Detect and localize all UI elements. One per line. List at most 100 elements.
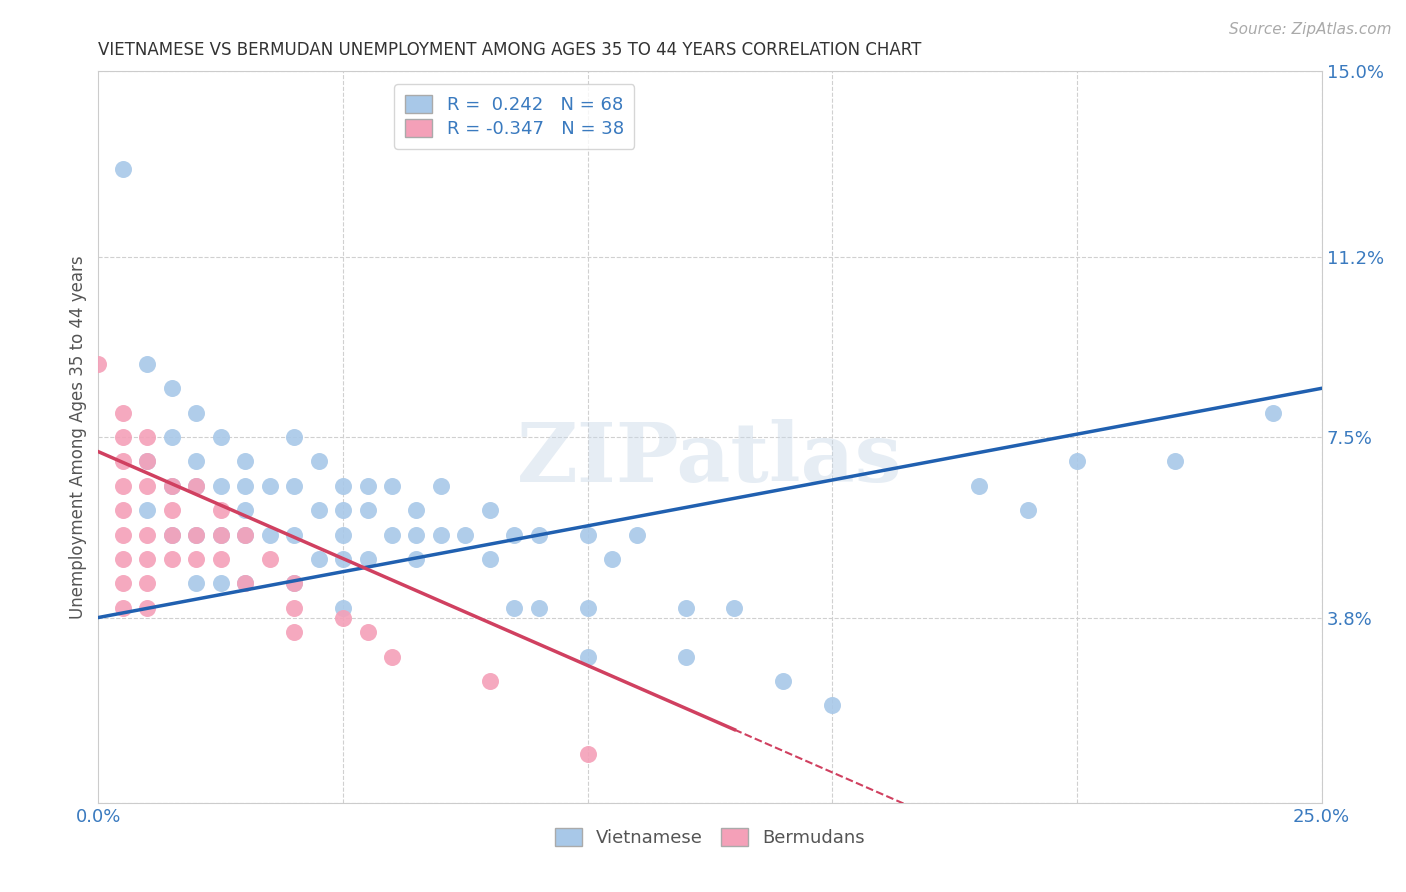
Point bbox=[332, 552, 354, 566]
Point bbox=[503, 600, 526, 615]
Point bbox=[186, 479, 208, 493]
Point bbox=[160, 381, 183, 395]
Point bbox=[136, 454, 159, 468]
Point bbox=[209, 430, 232, 444]
Point bbox=[136, 454, 159, 468]
Point bbox=[136, 503, 159, 517]
Point bbox=[478, 552, 501, 566]
Point bbox=[283, 600, 305, 615]
Point bbox=[405, 527, 427, 541]
Point bbox=[186, 527, 208, 541]
Point bbox=[233, 576, 256, 591]
Point bbox=[233, 503, 256, 517]
Point bbox=[675, 600, 697, 615]
Point bbox=[332, 610, 354, 624]
Point bbox=[233, 576, 256, 591]
Y-axis label: Unemployment Among Ages 35 to 44 years: Unemployment Among Ages 35 to 44 years bbox=[69, 255, 87, 619]
Point bbox=[111, 430, 134, 444]
Point bbox=[136, 552, 159, 566]
Point bbox=[308, 503, 330, 517]
Point bbox=[209, 503, 232, 517]
Point bbox=[283, 625, 305, 640]
Point bbox=[381, 649, 404, 664]
Point bbox=[454, 527, 477, 541]
Point bbox=[308, 552, 330, 566]
Point bbox=[430, 479, 453, 493]
Point bbox=[576, 527, 599, 541]
Point bbox=[233, 479, 256, 493]
Point bbox=[136, 576, 159, 591]
Point bbox=[356, 479, 378, 493]
Point bbox=[356, 625, 378, 640]
Point bbox=[332, 527, 354, 541]
Point bbox=[1164, 454, 1187, 468]
Point bbox=[111, 576, 134, 591]
Point bbox=[186, 527, 208, 541]
Point bbox=[283, 576, 305, 591]
Point bbox=[186, 406, 208, 420]
Point bbox=[356, 503, 378, 517]
Point bbox=[430, 527, 453, 541]
Point bbox=[576, 600, 599, 615]
Point bbox=[233, 527, 256, 541]
Text: VIETNAMESE VS BERMUDAN UNEMPLOYMENT AMONG AGES 35 TO 44 YEARS CORRELATION CHART: VIETNAMESE VS BERMUDAN UNEMPLOYMENT AMON… bbox=[98, 41, 922, 59]
Point bbox=[209, 527, 232, 541]
Point bbox=[111, 600, 134, 615]
Point bbox=[111, 552, 134, 566]
Point bbox=[136, 479, 159, 493]
Point bbox=[186, 454, 208, 468]
Point bbox=[111, 161, 134, 176]
Point bbox=[723, 600, 745, 615]
Point bbox=[160, 552, 183, 566]
Point bbox=[478, 673, 501, 688]
Point bbox=[111, 454, 134, 468]
Point bbox=[111, 479, 134, 493]
Point bbox=[186, 552, 208, 566]
Point bbox=[111, 503, 134, 517]
Point bbox=[283, 527, 305, 541]
Point bbox=[259, 552, 281, 566]
Point bbox=[87, 357, 110, 371]
Point bbox=[160, 527, 183, 541]
Point bbox=[1066, 454, 1088, 468]
Point bbox=[233, 527, 256, 541]
Point bbox=[821, 698, 844, 713]
Point bbox=[772, 673, 794, 688]
Point bbox=[576, 649, 599, 664]
Point bbox=[626, 527, 648, 541]
Point bbox=[136, 357, 159, 371]
Point bbox=[160, 527, 183, 541]
Point bbox=[160, 430, 183, 444]
Point bbox=[209, 576, 232, 591]
Point bbox=[283, 576, 305, 591]
Point bbox=[209, 479, 232, 493]
Point bbox=[478, 503, 501, 517]
Point bbox=[967, 479, 990, 493]
Point bbox=[209, 527, 232, 541]
Point bbox=[209, 552, 232, 566]
Point bbox=[283, 479, 305, 493]
Point bbox=[332, 600, 354, 615]
Point bbox=[576, 747, 599, 761]
Point bbox=[186, 479, 208, 493]
Point bbox=[527, 600, 550, 615]
Point bbox=[527, 527, 550, 541]
Point bbox=[160, 503, 183, 517]
Point bbox=[111, 406, 134, 420]
Point bbox=[136, 430, 159, 444]
Point bbox=[233, 454, 256, 468]
Point bbox=[356, 552, 378, 566]
Point bbox=[381, 527, 404, 541]
Point bbox=[259, 479, 281, 493]
Point bbox=[259, 527, 281, 541]
Point bbox=[160, 479, 183, 493]
Point bbox=[381, 479, 404, 493]
Point bbox=[160, 479, 183, 493]
Point bbox=[111, 527, 134, 541]
Point bbox=[405, 503, 427, 517]
Point bbox=[405, 552, 427, 566]
Text: Source: ZipAtlas.com: Source: ZipAtlas.com bbox=[1229, 22, 1392, 37]
Point bbox=[503, 527, 526, 541]
Point bbox=[600, 552, 623, 566]
Point bbox=[675, 649, 697, 664]
